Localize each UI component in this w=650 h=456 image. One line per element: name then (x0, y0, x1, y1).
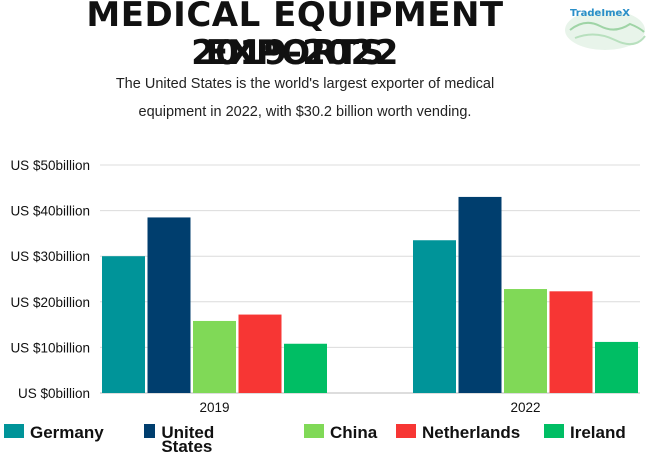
legend-label: Ireland (570, 423, 626, 442)
bar-china-2022 (504, 289, 547, 393)
chart-title-line2: 2019-2022 (191, 33, 399, 73)
legend-swatch (544, 424, 564, 438)
legend-label: United States (161, 423, 215, 456)
logo-text: TradeImeX (570, 8, 630, 19)
bar-china-2019 (193, 320, 236, 393)
y-tick-label: US $0billion (18, 386, 90, 401)
x-category-label: 2019 (199, 400, 229, 415)
legend-label: China (330, 423, 378, 442)
globe-logo-icon (565, 10, 646, 50)
legend-item: Netherlands (396, 423, 521, 442)
bar-united-states-2019 (147, 217, 191, 393)
bar-ireland-2019 (284, 343, 327, 393)
bar-united-states-2022 (458, 196, 502, 393)
legend-swatch (4, 424, 24, 438)
legend-item: Germany (4, 423, 104, 442)
chart-subtitle-line1: The United States is the world's largest… (115, 76, 495, 92)
legend-swatch (396, 424, 416, 438)
legend-swatch (144, 424, 156, 438)
legend-item: United States (144, 423, 223, 456)
legend-item: Ireland (544, 423, 626, 442)
bar-ireland-2022 (595, 341, 638, 393)
legend-swatch (304, 424, 324, 438)
bar-chart: US $0billion US $10billion US $20billion US… (10, 158, 640, 415)
y-tick-label: US $20billion (10, 295, 90, 310)
y-tick-label: US $40billion (10, 204, 90, 219)
legend-label: Netherlands (422, 423, 521, 442)
legend-item: China (304, 423, 378, 442)
bar-netherlands-2022 (549, 291, 593, 393)
x-category-label: 2022 (510, 400, 540, 415)
legend-label: Germany (30, 423, 104, 442)
y-tick-label: US $30billion (10, 249, 90, 264)
chart-title-line1: MEDICAL EQUIPMENT EXPORTS (86, 0, 504, 73)
chart-subtitle-line2: equipment in 2022, with $30.2 billion wo… (138, 104, 472, 120)
bar-germany-2022 (413, 240, 456, 393)
y-tick-label: US $10billion (10, 340, 90, 355)
y-tick-label: US $50billion (10, 158, 90, 173)
bar-germany-2019 (102, 256, 145, 393)
bar-netherlands-2019 (238, 314, 282, 393)
